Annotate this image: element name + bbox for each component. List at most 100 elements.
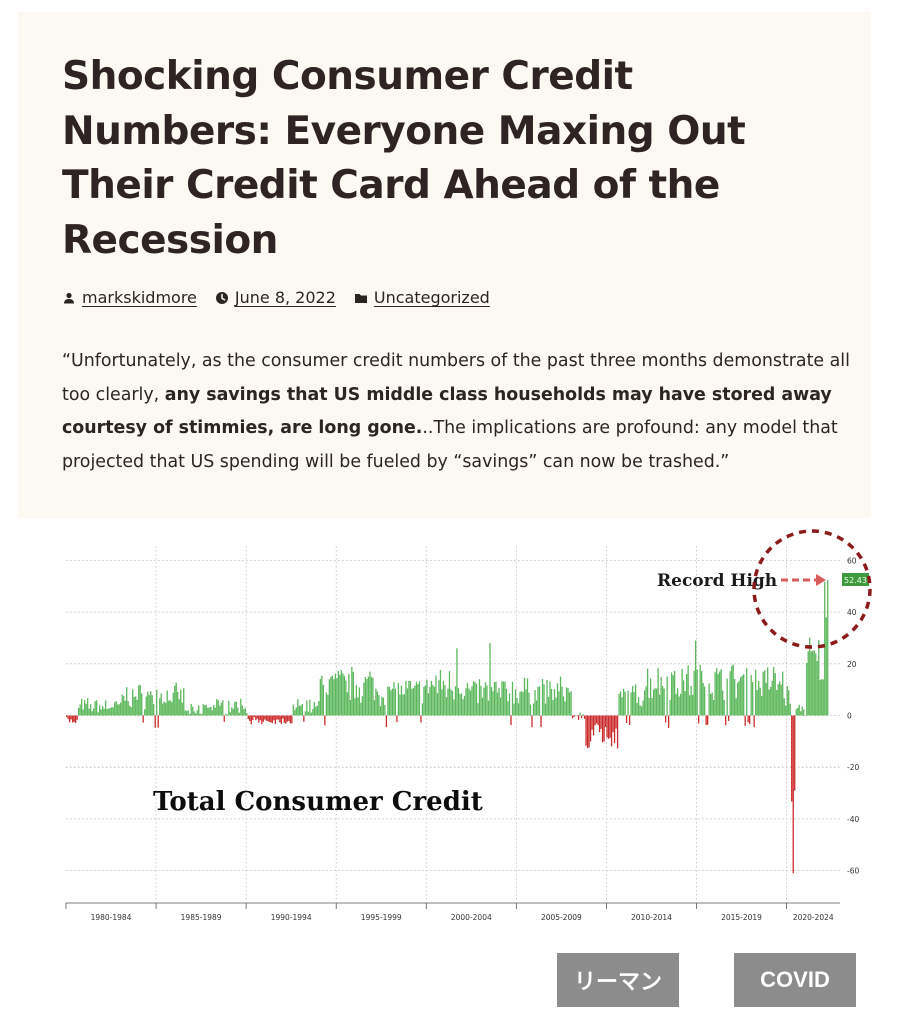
chart-bar [150,691,152,716]
chart-bar [313,702,315,716]
excerpt-text-1: “Unfortunately, as the consumer credit n… [62,351,850,405]
chart-bar [607,715,610,739]
chart-bar [124,700,126,716]
chart-bar [283,715,285,723]
chart-bar [636,702,638,716]
chart-bar [276,715,278,720]
chart-bar [615,715,617,729]
chart-bar [556,683,559,716]
chart-bar [670,672,673,716]
chart-bar [192,706,194,716]
chart-bar [480,685,482,716]
x-tick-label: 2020-2024 [793,913,834,922]
chart-bar [694,640,697,716]
chart-bar [672,675,674,716]
chart-bar [740,677,742,716]
chart-bar [199,713,201,716]
chart-bar [795,709,797,716]
category-link[interactable]: Uncategorized [373,288,490,307]
y-tick-label: 20 [847,660,857,669]
chart-bar [288,715,290,721]
chart-bar [240,698,242,716]
y-tick-label: -60 [847,867,859,876]
chart-bar [803,709,805,716]
chart-bar [459,694,461,716]
author-link[interactable]: markskidmore [82,288,197,307]
chart-bar [366,679,368,716]
chart-bar [753,715,755,728]
chart-bar [166,690,168,716]
chart-bar [501,681,503,716]
chart-bar [351,666,353,716]
chart-bar [809,637,811,716]
chart-bar [780,684,782,716]
lehman-button[interactable]: リーマン [557,953,679,1007]
chart-bar [133,696,135,716]
chart-bar [505,688,508,716]
chart-bar [429,686,431,716]
chart-bar [144,709,146,716]
chart-bar [412,687,415,716]
covid-button[interactable]: COVID [734,953,856,1007]
chart-bar [571,715,574,719]
chart-bar [577,715,580,720]
chart-bar [129,705,131,716]
chart-bar [196,710,198,716]
chart-bar [789,703,791,716]
chart-bar [126,687,128,716]
chart-bar [231,707,233,716]
chart-bar [792,715,794,874]
chart-bar [228,700,230,716]
author-meta: markskidmore [62,287,197,309]
chart-bar [100,709,102,716]
chart-bar [162,703,164,716]
chart-bar [184,710,186,716]
chart-bar [734,679,736,716]
chart-bar [798,704,800,716]
chart-bar [82,709,84,716]
chart-bar [87,698,89,716]
chart-bar [819,679,821,716]
chart-bar [448,671,451,716]
chart-bar [282,715,284,719]
chart-bar [343,675,346,716]
chart-bar [525,689,527,716]
date-link[interactable]: June 8, 2022 [234,288,336,307]
chart-bar [816,660,818,716]
chart-bar [800,711,802,716]
chart-bar [807,651,809,716]
chart-bar [785,705,787,716]
chart-bar [259,715,261,721]
chart-bar [810,651,812,716]
chart-bar [219,705,221,716]
chart-bar [273,715,275,721]
category-meta: Uncategorized [354,287,490,309]
chart-bar [579,712,581,716]
chart-bar [399,694,401,716]
chart-bar [738,680,740,716]
chart-bar [291,715,293,724]
chart-bar [487,700,490,716]
chart-bar [725,715,727,726]
chart-bar [253,715,255,718]
chart-bar [768,689,770,716]
chart-bar [684,691,686,716]
chart-bar [451,691,454,716]
chart-bar [507,701,509,716]
chart-bar [661,685,664,716]
chart-bar [707,715,709,725]
chart-bar [514,689,517,716]
chart-bar [776,689,778,716]
chart-bar [791,715,793,802]
chart-bar [610,715,613,747]
chart-bar [286,715,288,722]
chart-bar [238,712,240,716]
chart-bar [655,688,658,716]
chart-bar [255,715,257,721]
chart-bar [271,715,273,724]
chart-bar [360,702,362,716]
chart-bar [779,681,781,716]
chart-bar [73,715,75,723]
chart-bar [279,715,281,723]
chart-bar [732,664,734,716]
